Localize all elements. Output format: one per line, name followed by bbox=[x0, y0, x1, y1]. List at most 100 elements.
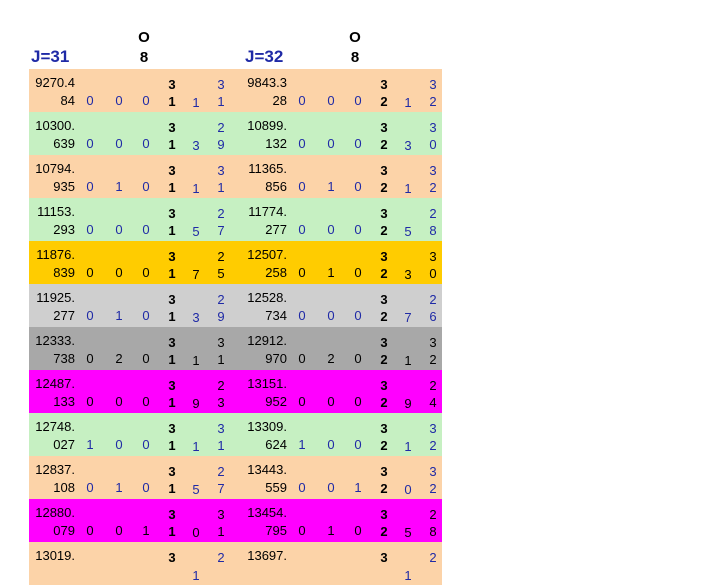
quantum-digit: 2 bbox=[327, 351, 335, 366]
term-bottom: 2 bbox=[380, 94, 388, 109]
wavenumber-line2: 795 bbox=[265, 523, 287, 538]
term2-top: 3 bbox=[429, 421, 437, 436]
wavenumber-line1: 9270.4 bbox=[35, 75, 75, 90]
quantum-digit: 0 bbox=[354, 179, 362, 194]
quantum-digit: 0 bbox=[354, 523, 362, 538]
quantum-digit: 0 bbox=[354, 222, 362, 237]
wavenumber-line2: 624 bbox=[265, 437, 287, 452]
term2-top: 3 bbox=[429, 163, 437, 178]
quantum-digit: 1 bbox=[327, 523, 335, 538]
quantum-digit: 0 bbox=[115, 523, 123, 538]
multiplicity-value: 5 bbox=[192, 224, 200, 239]
term2-bottom: 0 bbox=[429, 137, 437, 152]
wavenumber-line2: 839 bbox=[53, 265, 75, 280]
multiplicity-value: 1 bbox=[192, 439, 200, 454]
table-row: 12837. 108 0 1 0 3 1 5 2 7 13443. 559 0 0 1 3 2 0 3 2 bbox=[29, 456, 442, 499]
term-bottom: 2 bbox=[380, 395, 388, 410]
quantum-digit: 0 bbox=[354, 265, 362, 280]
wavenumber-line2: 28 bbox=[272, 93, 287, 108]
term-top: 3 bbox=[380, 77, 388, 92]
quantum-digit: 0 bbox=[115, 437, 123, 452]
quantum-digit: 0 bbox=[142, 93, 150, 108]
wavenumber-line2: 970 bbox=[265, 351, 287, 366]
multiplicity-value: 5 bbox=[404, 525, 412, 540]
term-top: 3 bbox=[168, 120, 176, 135]
multiplicity-value: 1 bbox=[192, 353, 200, 368]
wavenumber-line1: 10899. bbox=[247, 118, 287, 133]
quantum-digit: 0 bbox=[86, 523, 94, 538]
term2-bottom: 3 bbox=[217, 395, 225, 410]
term2-bottom: 0 bbox=[429, 266, 437, 281]
multiplicity-value: 1 bbox=[404, 95, 412, 110]
term-top: 3 bbox=[380, 421, 388, 436]
quantum-digit: 0 bbox=[115, 222, 123, 237]
multiplicity-value: 1 bbox=[192, 568, 200, 583]
quantum-digit: 0 bbox=[142, 179, 150, 194]
wavenumber-line1: 12333. bbox=[35, 333, 75, 348]
quantum-digit: 1 bbox=[115, 179, 123, 194]
multiplicity-value: 9 bbox=[404, 396, 412, 411]
quantum-digit: 0 bbox=[298, 93, 306, 108]
term2-top: 3 bbox=[429, 249, 437, 264]
term-bottom: 2 bbox=[380, 266, 388, 281]
quantum-digit: 0 bbox=[142, 265, 150, 280]
o8-left-bottom: 8 bbox=[139, 49, 149, 66]
quantum-digit: 0 bbox=[115, 265, 123, 280]
term2-top: 2 bbox=[217, 249, 225, 264]
wavenumber-line1: 13309. bbox=[247, 419, 287, 434]
term2-bottom: 1 bbox=[217, 94, 225, 109]
term2-top: 3 bbox=[429, 464, 437, 479]
table-row: 12333. 738 0 2 0 3 1 1 3 1 12912. 970 0 2 0 3 2 1 3 2 bbox=[29, 327, 442, 370]
multiplicity-value: 5 bbox=[192, 482, 200, 497]
table-row: 11925. 277 0 1 0 3 1 3 2 9 12528. 734 0 0 0 3 2 7 2 6 bbox=[29, 284, 442, 327]
quantum-digit: 0 bbox=[115, 136, 123, 151]
term-bottom: 2 bbox=[380, 352, 388, 367]
quantum-digit: 1 bbox=[115, 480, 123, 495]
quantum-digit: 0 bbox=[327, 93, 335, 108]
wavenumber-line2: 935 bbox=[53, 179, 75, 194]
term-top: 3 bbox=[168, 335, 176, 350]
multiplicity-value: 7 bbox=[192, 267, 200, 282]
term-bottom: 1 bbox=[168, 352, 176, 367]
wavenumber-line1: 11925. bbox=[36, 290, 75, 305]
wavenumber-line2: 108 bbox=[53, 480, 75, 495]
term2-bottom: 8 bbox=[429, 524, 437, 539]
term-bottom: 1 bbox=[168, 481, 176, 496]
wavenumber-line2: 277 bbox=[265, 222, 287, 237]
quantum-digit: 0 bbox=[86, 394, 94, 409]
term-bottom: 1 bbox=[168, 395, 176, 410]
multiplicity-value: 3 bbox=[404, 267, 412, 282]
wavenumber-line2: 027 bbox=[53, 437, 75, 452]
term-top: 3 bbox=[168, 77, 176, 92]
term2-top: 2 bbox=[217, 464, 225, 479]
quantum-digit: 1 bbox=[86, 437, 94, 452]
o8-left-top: O bbox=[138, 29, 150, 46]
wavenumber-line1: 11365. bbox=[248, 161, 287, 176]
term2-bottom: 7 bbox=[217, 223, 225, 238]
quantum-digit: 0 bbox=[298, 394, 306, 409]
wavenumber-line1: 11774. bbox=[248, 204, 287, 219]
term2-bottom: 2 bbox=[429, 180, 437, 195]
quantum-digit: 0 bbox=[142, 480, 150, 495]
term2-bottom: 6 bbox=[429, 309, 437, 324]
wavenumber-line2: 639 bbox=[53, 136, 75, 151]
quantum-digit: 0 bbox=[115, 394, 123, 409]
term2-top: 3 bbox=[217, 421, 225, 436]
wavenumber-line2: 84 bbox=[60, 93, 75, 108]
term2-bottom: 8 bbox=[429, 223, 437, 238]
wavenumber-line2: 856 bbox=[265, 179, 287, 194]
term2-top: 2 bbox=[429, 507, 437, 522]
wavenumber-line2: 952 bbox=[265, 394, 287, 409]
term-bottom: 2 bbox=[380, 223, 388, 238]
quantum-digit: 1 bbox=[354, 480, 362, 495]
wavenumber-line1: 13697. bbox=[247, 548, 287, 563]
term-bottom: 1 bbox=[168, 266, 176, 281]
wavenumber-line1: 12487. bbox=[35, 376, 75, 391]
term2-top: 2 bbox=[429, 206, 437, 221]
quantum-digit: 0 bbox=[298, 523, 306, 538]
term2-top: 3 bbox=[429, 120, 437, 135]
term-bottom: 1 bbox=[168, 438, 176, 453]
j32-label: J=32 bbox=[245, 47, 284, 66]
wavenumber-line2: 132 bbox=[265, 136, 287, 151]
wavenumber-line1: 12837. bbox=[35, 462, 75, 477]
